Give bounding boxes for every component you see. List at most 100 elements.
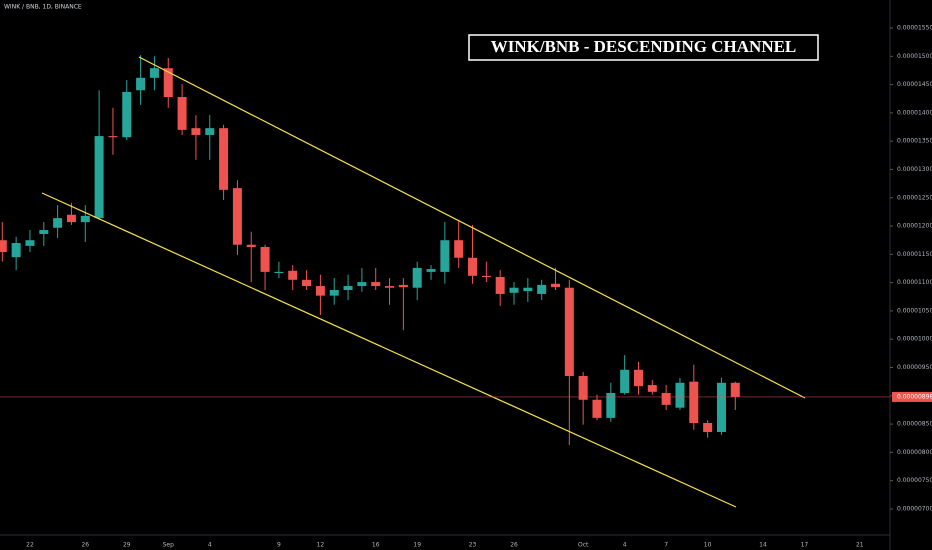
- candle-body: [412, 267, 422, 288]
- last-price-box: [892, 391, 932, 402]
- x-tick-label: 17: [801, 542, 809, 549]
- y-tick-label: 0.00000950: [897, 364, 932, 371]
- candle-body: [25, 240, 35, 246]
- candle-body: [343, 286, 353, 290]
- title-box: [468, 34, 819, 61]
- x-tick-label: 16: [372, 542, 380, 549]
- candle-body: [468, 257, 478, 276]
- y-tick-label: 0.00001000: [897, 336, 932, 343]
- x-tick-label: 26: [81, 542, 89, 549]
- y-tick-label: 0.00001050: [897, 307, 932, 314]
- candle-body: [661, 392, 671, 405]
- candle-body: [66, 214, 76, 223]
- candle-body: [191, 128, 201, 135]
- candle-body: [523, 287, 533, 292]
- x-tick-label: Oct: [578, 542, 589, 549]
- candle-body: [205, 128, 215, 135]
- candle-body: [357, 282, 367, 287]
- y-tick-label: 0.00001450: [897, 81, 932, 88]
- y-tick-label: 0.00000700: [897, 505, 932, 512]
- candle-body: [426, 269, 436, 272]
- candle-body: [703, 422, 713, 433]
- x-tick-label: 19: [413, 542, 421, 549]
- candle-body: [509, 287, 519, 293]
- candle-body: [551, 283, 560, 288]
- candle-body: [647, 385, 657, 392]
- candle-body: [440, 240, 450, 272]
- candle-body: [302, 279, 312, 287]
- candle-body: [108, 136, 118, 138]
- y-tick-label: 0.00001500: [897, 53, 932, 60]
- x-tick-label: 22: [26, 542, 34, 549]
- candle-body: [454, 240, 464, 258]
- candle-body: [481, 275, 491, 277]
- last-price-label: 0.00000898: [897, 393, 932, 400]
- candle-body: [80, 215, 90, 223]
- candle-body: [606, 392, 616, 418]
- candle-body: [398, 284, 408, 288]
- candle-body: [537, 284, 547, 294]
- candle-body: [260, 246, 270, 272]
- x-tick-label: 12: [317, 542, 325, 549]
- candle-body: [716, 382, 726, 433]
- candle-body: [136, 77, 146, 91]
- y-tick-label: 0.00001550: [897, 25, 932, 32]
- y-tick-label: 0.00001150: [897, 251, 932, 258]
- candle-body: [0, 240, 7, 253]
- x-tick-label: 4: [208, 542, 212, 549]
- x-tick-label: 9: [277, 542, 281, 549]
- candle-body: [675, 382, 685, 408]
- y-tick-label: 0.00000750: [897, 477, 932, 484]
- candle-body: [274, 271, 284, 274]
- x-tick-label: 10: [704, 542, 712, 549]
- candle-body: [163, 68, 173, 98]
- y-tick-label: 0.00001400: [897, 109, 932, 116]
- candle-body: [177, 97, 187, 130]
- x-tick-label: 7: [664, 542, 668, 549]
- candle-body: [11, 243, 21, 258]
- candle-body: [371, 282, 381, 287]
- y-tick-label: 0.00001300: [897, 166, 932, 173]
- candle-body: [149, 68, 159, 78]
- candle-body: [689, 381, 699, 423]
- candle-body: [329, 289, 339, 296]
- candle-body: [385, 286, 395, 288]
- candle-body: [315, 286, 325, 296]
- candle-body: [219, 128, 229, 190]
- x-tick-label: 14: [759, 542, 767, 549]
- lower-channel-line: [41, 192, 737, 508]
- candle-body: [564, 287, 574, 376]
- y-tick-label: 0.00000800: [897, 449, 932, 456]
- candle-body: [592, 399, 602, 418]
- y-tick-label: 0.00001200: [897, 223, 932, 230]
- y-tick-label: 0.00001100: [897, 279, 932, 286]
- candle-body: [94, 136, 104, 219]
- candle-body: [122, 91, 132, 138]
- x-tick-label: 26: [510, 542, 518, 549]
- candle-body: [578, 375, 588, 400]
- candle-body: [232, 188, 242, 245]
- y-tick-label: 0.00000850: [897, 421, 932, 428]
- price-overlay: 0.00000898: [0, 391, 932, 402]
- chart-title: WINK/BNB - DESCENDING CHANNEL: [491, 37, 797, 56]
- candles: [0, 55, 740, 446]
- y-tick-label: 0.00001350: [897, 138, 932, 145]
- candle-body: [39, 230, 49, 234]
- x-tick-label: 4: [623, 542, 627, 549]
- candle-body: [495, 276, 505, 294]
- candle-body: [246, 244, 256, 247]
- candle-body: [53, 218, 63, 228]
- x-tick-label: 21: [856, 542, 864, 549]
- x-tick-label: 23: [469, 542, 477, 549]
- y-tick-label: 0.00001250: [897, 194, 932, 201]
- symbol-label: WINK / BNB, 1D, BINANCE: [4, 4, 82, 11]
- upper-channel-line: [138, 56, 806, 399]
- candle-body: [620, 369, 630, 393]
- candle-body: [633, 369, 643, 387]
- x-tick-label: Sep: [163, 542, 175, 549]
- candle-body: [730, 382, 740, 397]
- x-tick-label: 29: [123, 542, 131, 549]
